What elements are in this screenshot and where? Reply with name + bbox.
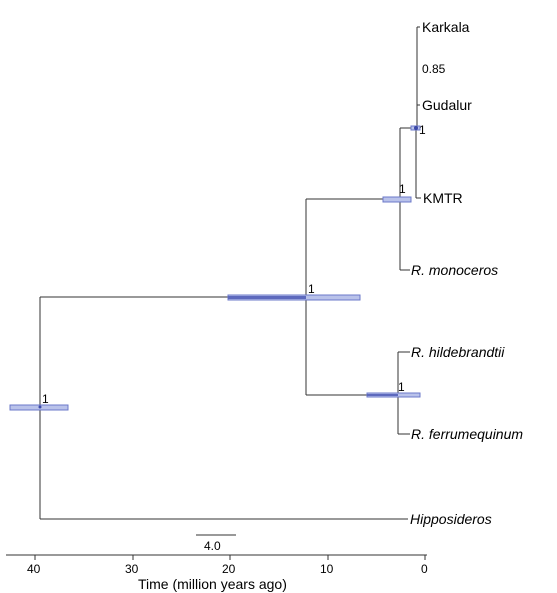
node-dot-kmtr-clade (414, 126, 418, 130)
support-values: 0.85 1 1 1 1 1 (42, 62, 446, 406)
tick-label-20: 20 (222, 562, 236, 576)
node-dot-root (38, 405, 42, 409)
taxon-labels: Karkala Gudalur KMTR R. monoceros R. hil… (410, 19, 523, 527)
support-monoceros-clade: 1 (399, 182, 406, 196)
taxon-hipposideros: Hipposideros (410, 511, 492, 527)
time-axis: 40 30 20 10 0 Time (million years ago) (6, 554, 428, 592)
support-karkala-gudalur: 0.85 (422, 62, 446, 76)
taxon-hildebrandtii: R. hildebrandtii (411, 344, 505, 360)
tick-label-30: 30 (125, 562, 139, 576)
taxon-gudalur: Gudalur (422, 97, 472, 113)
tick-label-0: 0 (421, 562, 428, 576)
support-hild-ferr: 1 (398, 380, 405, 394)
hpd-core-hild-ferr (367, 394, 398, 396)
scale-bar-label: 4.0 (204, 539, 221, 553)
support-root: 1 (42, 392, 49, 406)
hpd-core-ingroup (228, 296, 306, 299)
hpd-bar-monoceros-clade (382, 196, 412, 203)
taxon-kmtr: KMTR (423, 190, 463, 206)
taxon-monoceros: R. monoceros (411, 262, 498, 278)
hpd-bars (9, 125, 421, 411)
tick-label-40: 40 (27, 562, 41, 576)
taxon-karkala: Karkala (422, 19, 470, 35)
tree-branches (39, 26, 421, 520)
axis-title: Time (million years ago) (138, 576, 287, 592)
taxon-ferrumequinum: R. ferrumequinum (411, 426, 523, 442)
tick-label-10: 10 (320, 562, 334, 576)
support-ingroup: 1 (308, 282, 315, 296)
support-kmtr-clade: 1 (419, 123, 426, 137)
scale-bar: 4.0 (196, 534, 236, 553)
